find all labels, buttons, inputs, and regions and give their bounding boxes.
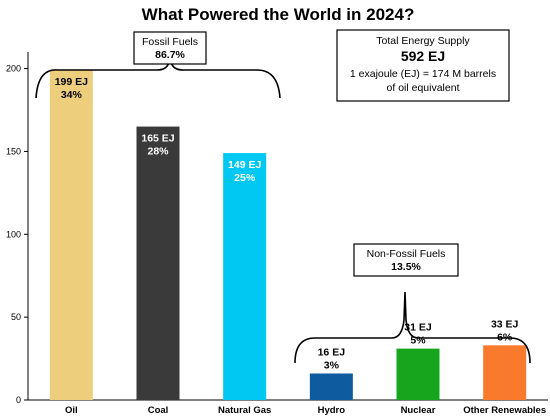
x-tick-label: Other Renewables — [463, 405, 546, 416]
y-tick-label: 0 — [16, 395, 21, 405]
x-tick-label: Oil — [65, 405, 78, 416]
bar-coal — [136, 126, 180, 401]
bar-percent-label: 25% — [234, 172, 256, 184]
total-energy-line4: of oil equivalent — [387, 82, 460, 94]
fossil-fuels-value: 86.7% — [155, 49, 185, 61]
non-fossil-fuels-group: Non-Fossil Fuels 13.5% — [294, 243, 531, 364]
non-fossil-fuels-brace — [294, 291, 531, 364]
axes — [27, 52, 548, 401]
x-tick-label: Natural Gas — [218, 405, 271, 416]
y-tick-label: 200 — [6, 64, 21, 74]
bar-value-label: 165 EJ — [141, 133, 174, 145]
x-tick-label: Coal — [148, 405, 169, 416]
bar-value-label: 199 EJ — [55, 76, 88, 88]
total-energy-line3: 1 exajoule (EJ) = 174 M barrels — [350, 68, 496, 80]
x-tick-label: Hydro — [318, 405, 346, 416]
bar-oil — [49, 70, 93, 400]
total-energy-box — [336, 29, 510, 102]
bar-hydro — [309, 373, 353, 400]
total-energy-line2: 592 EJ — [401, 48, 445, 64]
x-tick-label: Nuclear — [401, 405, 436, 416]
y-tick-label: 50 — [11, 312, 21, 322]
fossil-fuels-group: Fossil Fuels 86.7% — [35, 31, 281, 99]
fossil-fuels-callout — [133, 31, 207, 65]
bar-percent-label: 34% — [61, 89, 83, 101]
non-fossil-fuels-callout — [353, 243, 459, 277]
bars — [49, 70, 527, 401]
fossil-fuels-label: Fossil Fuels — [142, 36, 198, 48]
total-energy-line1: Total Energy Supply — [376, 35, 470, 47]
bar-other-renewables — [483, 345, 527, 400]
bar-nuclear — [396, 348, 440, 400]
non-fossil-fuels-value: 13.5% — [391, 261, 421, 273]
bar-value-label: 16 EJ — [318, 346, 346, 358]
total-energy-annotation: Total Energy Supply 592 EJ 1 exajoule (E… — [336, 29, 510, 102]
y-tick-label: 150 — [6, 146, 21, 156]
y-ticks: 0 50 100 150 200 — [6, 64, 28, 405]
y-tick-label: 100 — [6, 229, 21, 239]
bar-value-label: 33 EJ — [491, 318, 519, 330]
non-fossil-fuels-label: Non-Fossil Fuels — [367, 248, 446, 260]
bar-natural-gas — [223, 153, 267, 400]
chart-title: What Powered the World in 2024? — [142, 5, 415, 24]
bar-value-label: 149 EJ — [228, 159, 261, 171]
category-labels: Oil Coal Natural Gas Hydro Nuclear Other Rene… — [65, 405, 546, 416]
bar-percent-label: 28% — [147, 146, 169, 158]
bar-value-label: 31 EJ — [404, 322, 432, 334]
bar-percent-label: 3% — [324, 359, 340, 371]
